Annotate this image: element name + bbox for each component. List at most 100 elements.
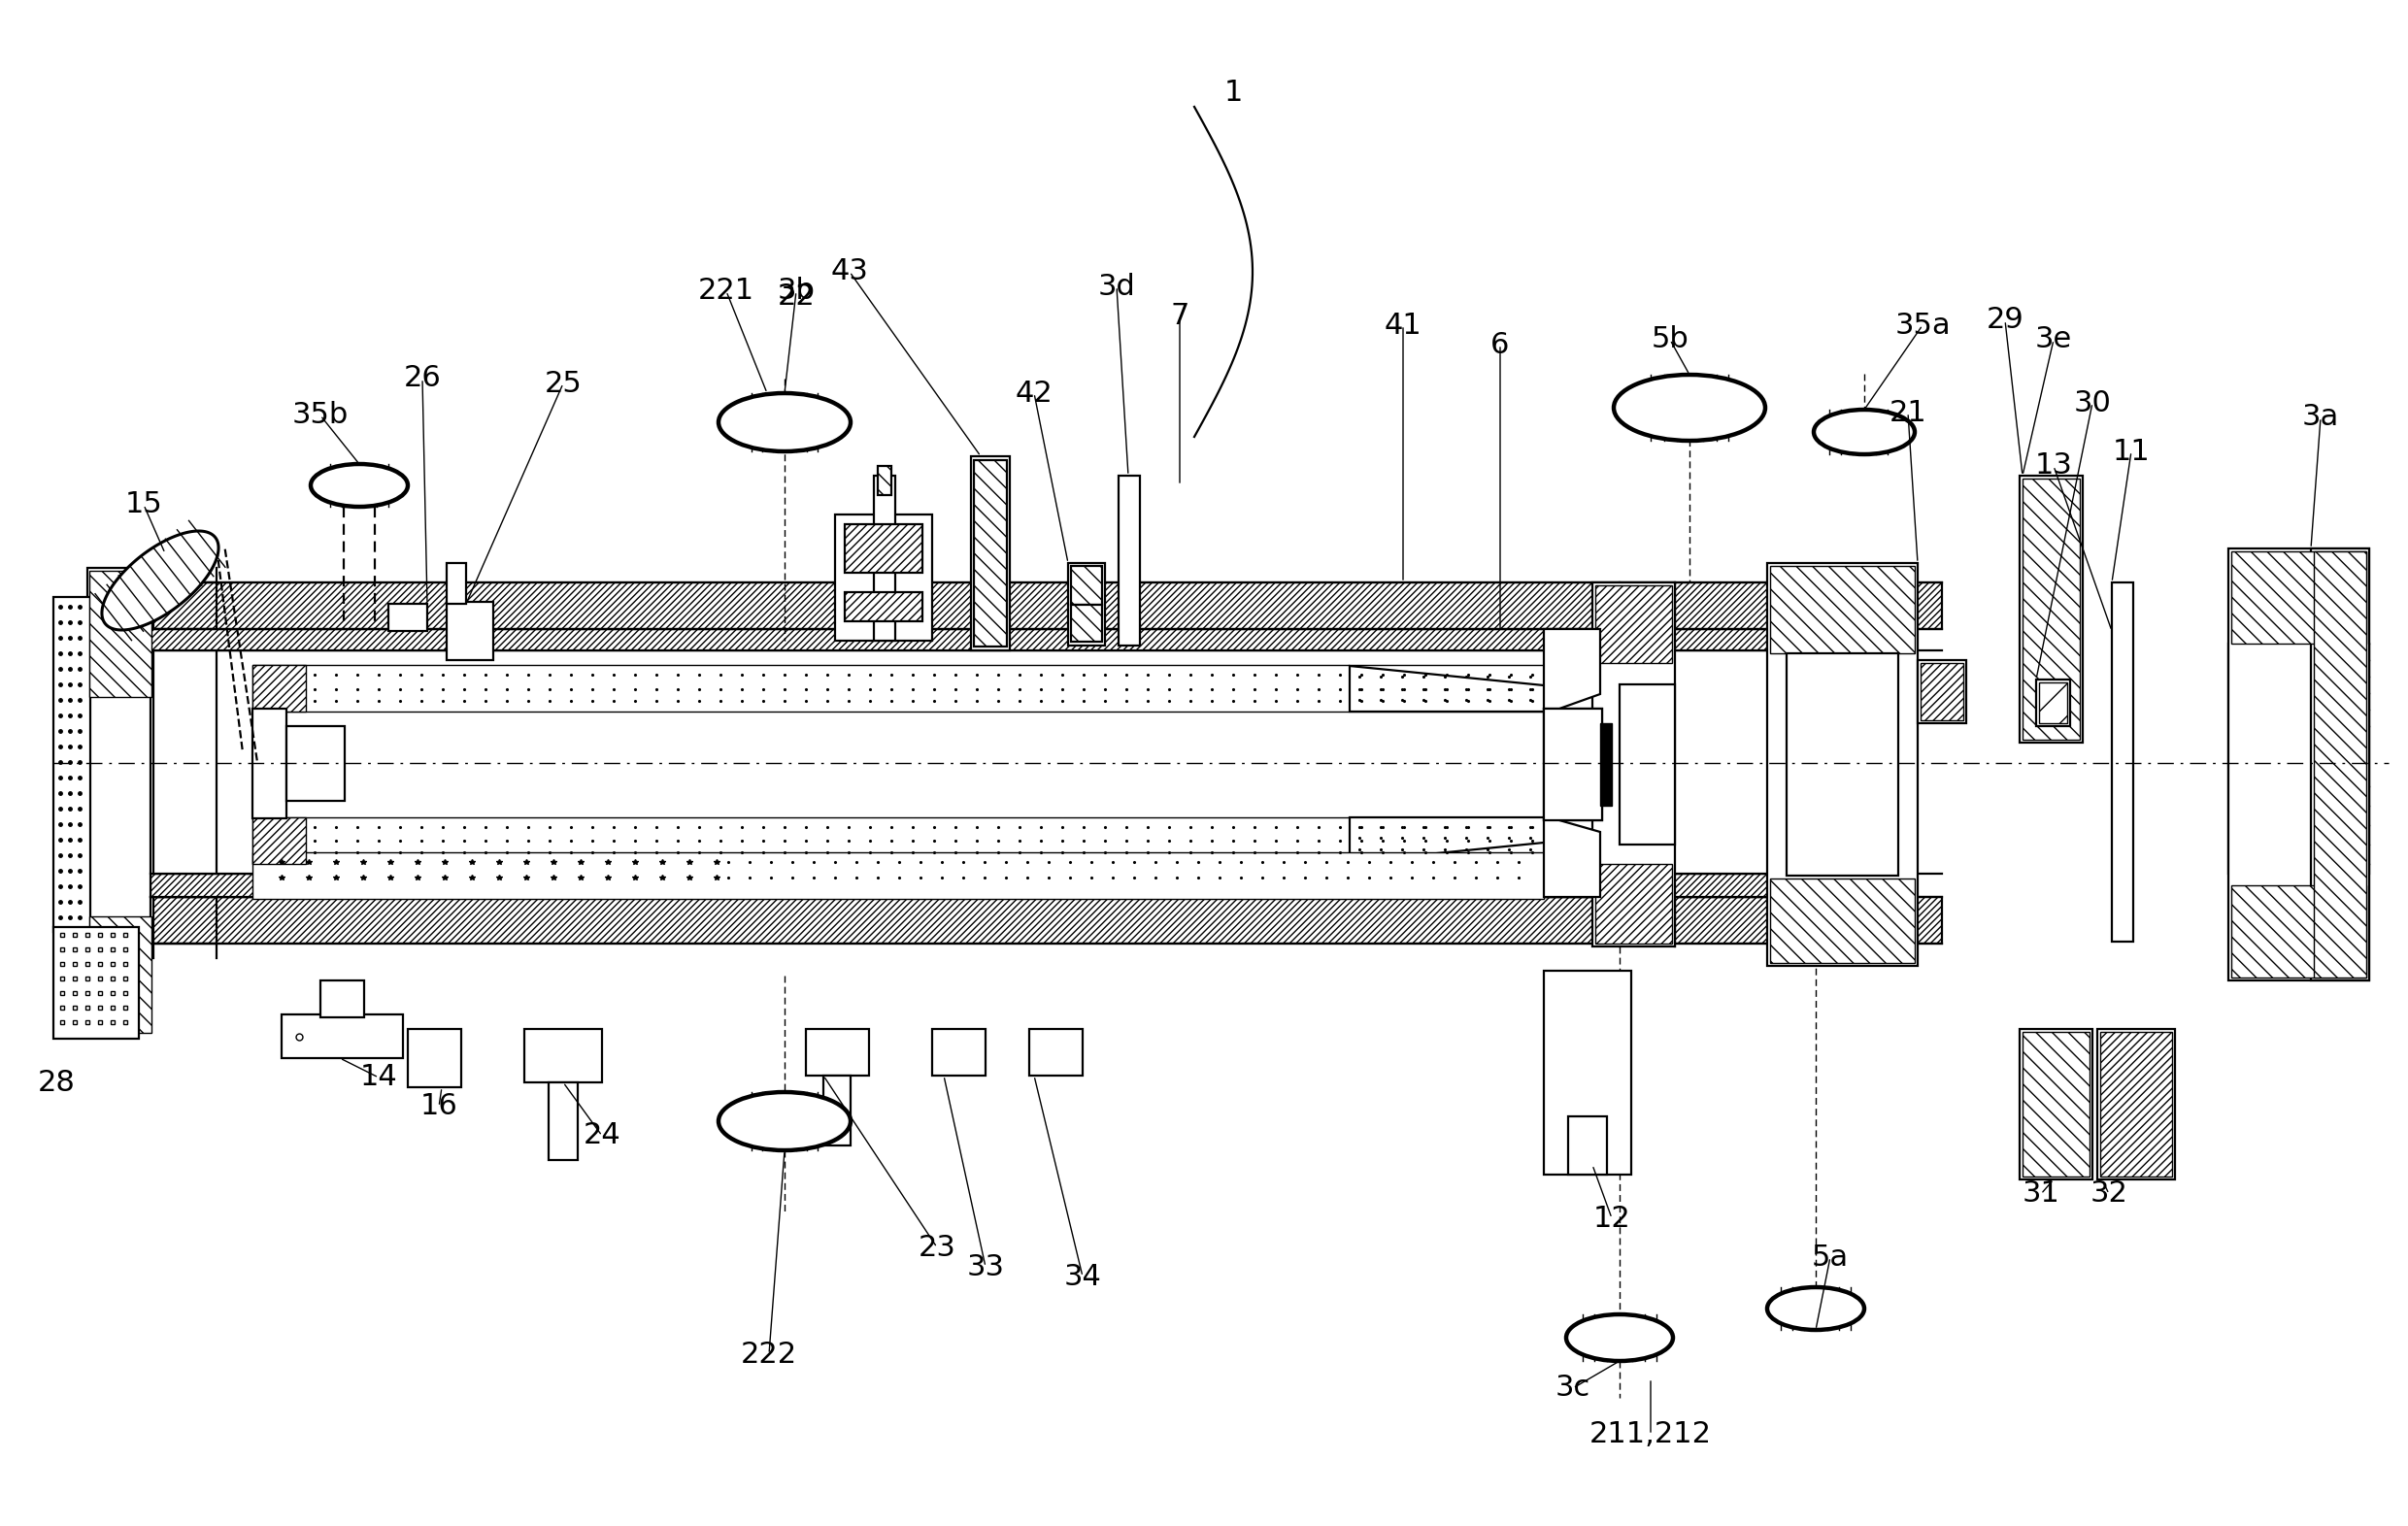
Bar xyxy=(320,980,364,1018)
Bar xyxy=(1568,1117,1606,1175)
Text: 5b: 5b xyxy=(1652,325,1688,354)
Bar xyxy=(1601,723,1611,806)
Bar xyxy=(53,597,92,932)
Bar xyxy=(1120,476,1139,645)
Bar xyxy=(1072,604,1103,641)
Bar xyxy=(253,853,1544,899)
Bar xyxy=(845,592,922,621)
Bar xyxy=(149,897,1941,943)
Bar xyxy=(1069,563,1105,645)
Bar xyxy=(1767,563,1917,966)
Bar xyxy=(253,665,1544,711)
Bar xyxy=(2112,583,2133,942)
Text: 28: 28 xyxy=(39,1068,75,1097)
Bar xyxy=(2023,479,2081,740)
Text: 43: 43 xyxy=(831,258,869,285)
Bar xyxy=(149,874,1796,897)
Bar xyxy=(2314,551,2367,978)
Text: 3b: 3b xyxy=(778,278,814,305)
Text: 221: 221 xyxy=(698,278,754,305)
Bar xyxy=(1544,971,1630,1175)
Bar xyxy=(845,525,922,572)
Bar xyxy=(388,604,426,630)
Text: 5a: 5a xyxy=(1811,1244,1849,1271)
Bar xyxy=(2040,682,2066,723)
Bar xyxy=(87,568,154,958)
Text: 41: 41 xyxy=(1385,311,1421,339)
Bar xyxy=(2020,476,2083,743)
Bar xyxy=(253,818,1544,864)
Bar xyxy=(1592,583,1676,946)
Text: 34: 34 xyxy=(1064,1262,1100,1291)
Text: 42: 42 xyxy=(1016,378,1052,407)
Polygon shape xyxy=(1544,629,1601,708)
Bar xyxy=(445,563,467,604)
Bar xyxy=(1544,708,1601,821)
Bar xyxy=(253,708,287,818)
Bar xyxy=(2227,548,2369,980)
Text: 25: 25 xyxy=(544,369,583,397)
Bar xyxy=(1072,566,1103,604)
Text: 31: 31 xyxy=(2023,1180,2059,1209)
Text: 32: 32 xyxy=(2090,1180,2129,1209)
Text: 21: 21 xyxy=(1890,398,1926,427)
Text: 222: 222 xyxy=(742,1340,797,1369)
Ellipse shape xyxy=(718,394,850,452)
Text: 11: 11 xyxy=(2112,438,2150,465)
Bar xyxy=(253,818,306,864)
Bar xyxy=(2097,1029,2174,1180)
Bar xyxy=(2232,551,2367,644)
Text: 22: 22 xyxy=(778,282,814,310)
Bar xyxy=(149,583,1941,629)
Bar xyxy=(1028,1029,1084,1076)
Bar xyxy=(1787,653,1898,876)
Bar xyxy=(407,1029,462,1087)
Bar xyxy=(836,514,932,641)
Ellipse shape xyxy=(1813,409,1914,455)
Bar xyxy=(932,1029,985,1076)
Polygon shape xyxy=(101,531,219,630)
Text: 13: 13 xyxy=(2035,452,2073,481)
Text: 1: 1 xyxy=(1223,78,1243,107)
Bar xyxy=(970,456,1009,650)
Bar xyxy=(525,1029,602,1082)
Bar xyxy=(807,1029,869,1076)
Bar xyxy=(549,1082,578,1160)
Text: 35b: 35b xyxy=(291,401,349,429)
Text: 14: 14 xyxy=(359,1064,397,1091)
Text: 6: 6 xyxy=(1491,331,1510,359)
Text: 7: 7 xyxy=(1170,302,1190,330)
Bar xyxy=(2312,548,2369,980)
Bar xyxy=(253,665,306,711)
Text: 15: 15 xyxy=(125,491,161,519)
Bar xyxy=(149,650,1796,874)
Polygon shape xyxy=(1544,818,1601,897)
Polygon shape xyxy=(1348,818,1560,862)
Text: 211,212: 211,212 xyxy=(1589,1421,1712,1448)
Text: 12: 12 xyxy=(1594,1204,1630,1233)
Bar xyxy=(1594,586,1671,662)
Text: 3d: 3d xyxy=(1098,272,1137,301)
Polygon shape xyxy=(1348,665,1560,711)
Text: 26: 26 xyxy=(405,365,441,392)
Bar xyxy=(282,1015,402,1058)
Bar xyxy=(445,601,494,661)
Bar xyxy=(2023,1032,2090,1177)
Bar xyxy=(2232,885,2367,978)
Text: 29: 29 xyxy=(1987,307,2023,334)
Bar xyxy=(89,571,152,697)
Bar xyxy=(1621,684,1676,844)
Bar xyxy=(879,465,891,494)
Text: 35a: 35a xyxy=(1895,311,1950,339)
Text: 30: 30 xyxy=(2073,389,2112,417)
Bar xyxy=(1594,864,1671,943)
Ellipse shape xyxy=(1767,1288,1864,1331)
Bar xyxy=(149,629,1796,650)
Text: 3e: 3e xyxy=(2035,325,2073,354)
Bar xyxy=(1922,662,1963,720)
Text: 24: 24 xyxy=(583,1122,621,1149)
Ellipse shape xyxy=(718,1093,850,1151)
Text: 16: 16 xyxy=(419,1093,458,1120)
Bar xyxy=(2100,1032,2172,1177)
Bar xyxy=(1544,708,1601,821)
